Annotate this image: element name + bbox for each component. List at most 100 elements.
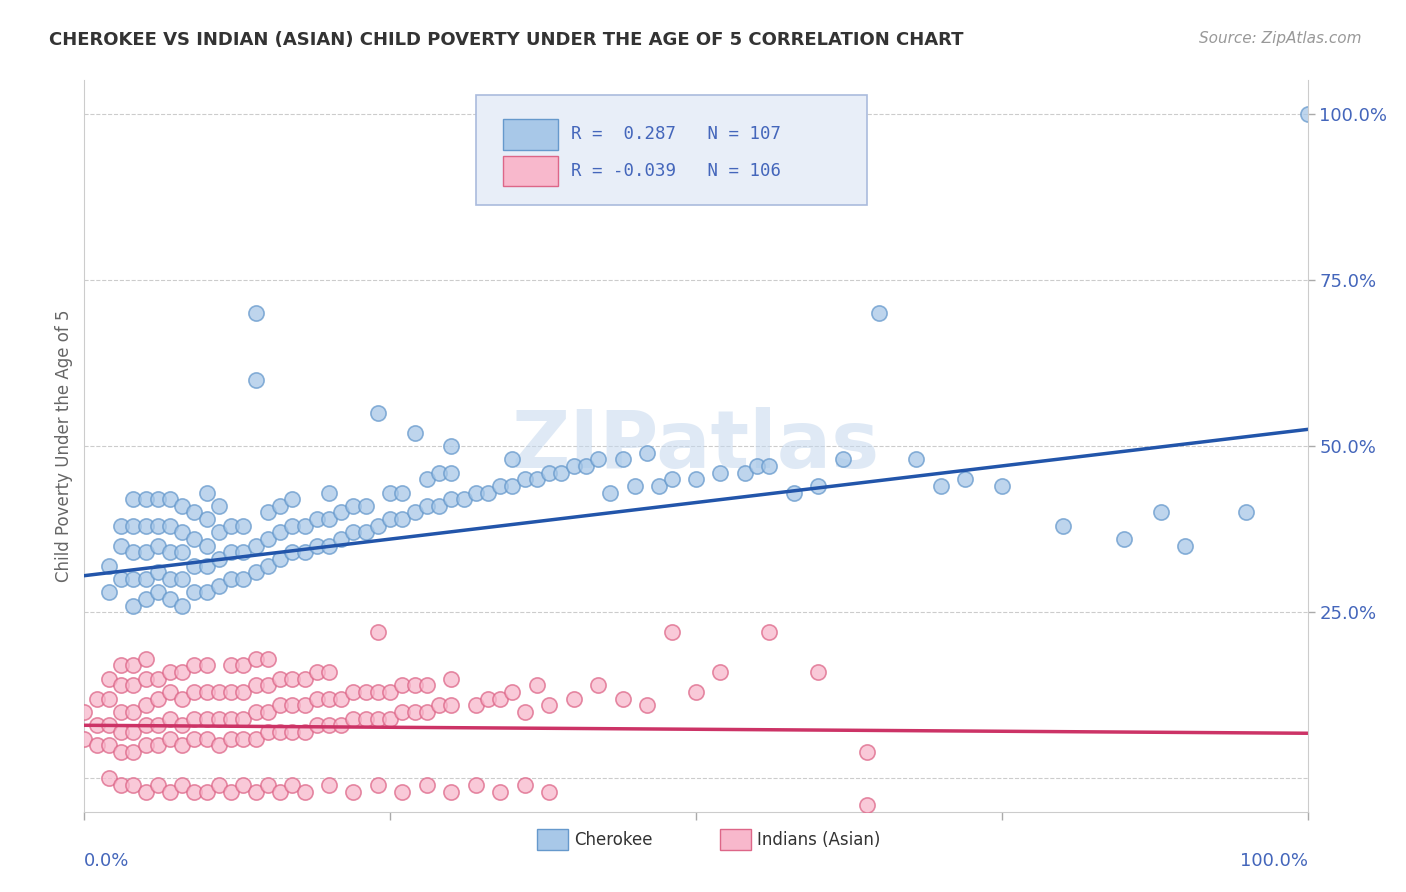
Point [135, 738, 157, 752]
Text: Source: ZipAtlas.com: Source: ZipAtlas.com [1198, 31, 1361, 46]
Point [183, 731, 205, 746]
Point [195, 731, 218, 746]
Text: R = -0.039   N = 106: R = -0.039 N = 106 [571, 162, 782, 180]
Point [257, 678, 280, 692]
Point [208, 738, 231, 752]
Point [734, 466, 756, 480]
Point [135, 492, 157, 507]
Point [146, 691, 169, 706]
Point [758, 458, 780, 473]
Point [427, 698, 450, 713]
Point [172, 738, 194, 752]
Point [97, 585, 120, 599]
Point [391, 785, 413, 799]
Point [1052, 518, 1074, 533]
Point [367, 685, 389, 699]
Point [122, 678, 145, 692]
Point [380, 512, 402, 526]
Point [661, 625, 683, 640]
Point [1174, 539, 1197, 553]
Point [135, 785, 157, 799]
Point [195, 558, 218, 573]
Point [232, 518, 254, 533]
Point [1150, 506, 1173, 520]
Point [281, 672, 304, 686]
Point [135, 591, 157, 606]
Point [513, 778, 536, 792]
Point [146, 539, 169, 553]
Point [73, 705, 96, 719]
Point [831, 452, 853, 467]
Point [219, 712, 242, 726]
Point [245, 731, 267, 746]
Point [257, 506, 280, 520]
Point [648, 479, 671, 493]
Point [342, 499, 364, 513]
Point [135, 698, 157, 713]
Point [172, 499, 194, 513]
Point [159, 712, 181, 726]
Point [219, 658, 242, 673]
Point [208, 579, 231, 593]
Point [953, 472, 976, 486]
Point [404, 506, 426, 520]
Point [208, 685, 231, 699]
Point [354, 525, 377, 540]
Point [636, 698, 658, 713]
Point [110, 705, 132, 719]
Point [122, 518, 145, 533]
Point [342, 525, 364, 540]
Point [502, 479, 524, 493]
Point [453, 492, 475, 507]
Point [440, 672, 463, 686]
Text: 100.0%: 100.0% [1240, 852, 1308, 870]
Point [342, 785, 364, 799]
Point [856, 798, 879, 813]
Point [416, 499, 439, 513]
FancyBboxPatch shape [503, 155, 558, 186]
Point [232, 685, 254, 699]
Point [318, 512, 340, 526]
Point [122, 725, 145, 739]
Point [146, 492, 169, 507]
Point [464, 698, 486, 713]
Point [489, 479, 512, 493]
Point [195, 658, 218, 673]
Point [367, 778, 389, 792]
Point [245, 306, 267, 320]
Point [110, 778, 132, 792]
Point [305, 512, 328, 526]
Point [991, 479, 1014, 493]
Point [183, 532, 205, 546]
Point [502, 452, 524, 467]
FancyBboxPatch shape [503, 119, 558, 150]
Point [257, 532, 280, 546]
Point [367, 625, 389, 640]
Point [477, 485, 499, 500]
Point [122, 492, 145, 507]
Point [135, 652, 157, 666]
Point [709, 466, 731, 480]
Point [110, 745, 132, 759]
Point [73, 731, 96, 746]
Point [269, 499, 291, 513]
Point [1236, 506, 1258, 520]
Point [318, 718, 340, 732]
Point [183, 712, 205, 726]
Point [599, 485, 621, 500]
Point [146, 585, 169, 599]
Point [219, 731, 242, 746]
Y-axis label: Child Poverty Under the Age of 5: Child Poverty Under the Age of 5 [55, 310, 73, 582]
Point [122, 545, 145, 559]
Point [550, 466, 572, 480]
Point [269, 552, 291, 566]
Point [122, 599, 145, 613]
Point [122, 745, 145, 759]
Point [257, 705, 280, 719]
Point [342, 712, 364, 726]
Point [783, 485, 806, 500]
Point [146, 718, 169, 732]
Point [110, 539, 132, 553]
Point [86, 738, 108, 752]
Point [404, 705, 426, 719]
